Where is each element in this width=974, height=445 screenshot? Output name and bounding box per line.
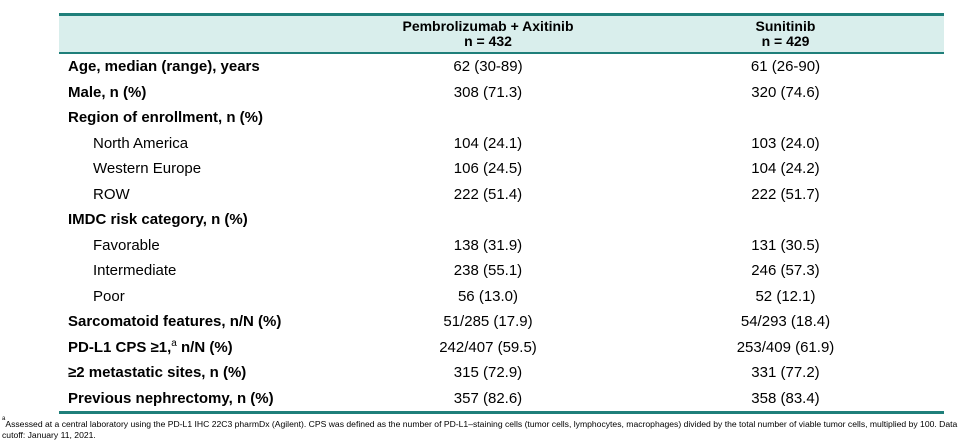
row-label: ≥2 metastatic sites, n (%) <box>59 360 349 386</box>
row-label-text: Favorable <box>93 236 160 254</box>
footnote-marker: a <box>2 416 6 422</box>
table-row: Male, n (%) 308 (71.3) 320 (74.6) <box>59 80 944 106</box>
cell-sunitinib: 54/293 (18.4) <box>740 313 831 331</box>
table-row: Sarcomatoid features, n/N (%) 51/285 (17.… <box>59 309 944 335</box>
row-label: IMDC risk category, n (%) <box>59 207 349 233</box>
row-label-text: PD-L1 CPS ≥1, <box>68 338 172 356</box>
cell-pembrolizumab-axitinib: 315 (72.9) <box>453 364 523 382</box>
cell-sunitinib <box>627 105 944 131</box>
table-top-rule <box>59 13 944 16</box>
table-row: Poor 56 (13.0) 52 (12.1) <box>59 284 944 310</box>
header-arm-n: n = 429 <box>761 33 810 49</box>
cell-sunitinib: 246 (57.3) <box>751 262 820 280</box>
header-arm-title: Sunitinib <box>755 18 816 34</box>
cell-pembrolizumab-axitinib: 138 (31.9) <box>453 236 523 254</box>
row-label: Region of enrollment, n (%) <box>59 105 349 131</box>
table-body: Age, median (range), years 62 (30-89) 61 (… <box>59 53 944 411</box>
cell-pembrolizumab-axitinib: 357 (82.6) <box>453 389 523 407</box>
table-row: IMDC risk category, n (%) <box>59 207 944 233</box>
header-pembrolizumab-axitinib: Pembrolizumab + Axitinib n = 432 <box>349 16 627 53</box>
cell-pembrolizumab-axitinib: 238 (55.1) <box>453 262 523 280</box>
table-row: ≥2 metastatic sites, n (%) 315 (72.9) 331 … <box>59 360 944 386</box>
cell-sunitinib <box>627 207 944 233</box>
row-label-text: North America <box>93 134 189 152</box>
cell-pembrolizumab-axitinib: 222 (51.4) <box>453 185 523 203</box>
row-label: Western Europe <box>59 156 349 182</box>
cell-pembrolizumab-axitinib: 308 (71.3) <box>453 83 523 101</box>
cell-sunitinib: 331 (77.2) <box>751 364 820 382</box>
table-header-row: Pembrolizumab + Axitinib n = 432 Sunitin… <box>59 16 944 53</box>
table-row: Intermediate 238 (55.1) 246 (57.3) <box>59 258 944 284</box>
row-label-text: ROW <box>93 185 130 203</box>
cell-sunitinib: 222 (51.7) <box>751 185 820 203</box>
row-label: Sarcomatoid features, n/N (%) <box>59 309 349 335</box>
table-row: Western Europe 106 (24.5) 104 (24.2) <box>59 156 944 182</box>
row-label-text: IMDC risk category, n (%) <box>68 211 248 229</box>
row-label-text: Intermediate <box>93 262 177 280</box>
row-label: Previous nephrectomy, n (%) <box>59 386 349 412</box>
row-label: Age, median (range), years <box>59 53 349 80</box>
table-row: North America 104 (24.1) 103 (24.0) <box>59 131 944 157</box>
cell-sunitinib: 103 (24.0) <box>751 134 820 152</box>
cell-pembrolizumab-axitinib <box>349 207 627 233</box>
cell-pembrolizumab-axitinib: 51/285 (17.9) <box>443 313 533 331</box>
row-label-text: Male, n (%) <box>68 83 147 101</box>
header-empty <box>59 16 349 53</box>
table-row: PD-L1 CPS ≥1,a n/N (%) 242/407 (59.5) 253/… <box>59 335 944 361</box>
baseline-characteristics-table: Pembrolizumab + Axitinib n = 432 Sunitin… <box>59 16 944 411</box>
cell-pembrolizumab-axitinib: 106 (24.5) <box>453 160 523 178</box>
table-row: ROW 222 (51.4) 222 (51.7) <box>59 182 944 208</box>
row-label: ROW <box>59 182 349 208</box>
table-row: Age, median (range), years 62 (30-89) 61 (… <box>59 53 944 80</box>
cell-pembrolizumab-axitinib: 242/407 (59.5) <box>439 338 537 356</box>
footnote: aAssessed at a central laboratory using … <box>2 416 974 441</box>
footnote-text: Assessed at a central laboratory using t… <box>2 419 958 440</box>
cell-sunitinib: 61 (26-90) <box>750 58 821 76</box>
cell-pembrolizumab-axitinib <box>349 105 627 131</box>
row-label: Favorable <box>59 233 349 259</box>
row-label: Male, n (%) <box>59 80 349 106</box>
baseline-characteristics-table-container: Pembrolizumab + Axitinib n = 432 Sunitin… <box>59 13 944 414</box>
header-arm-n: n = 432 <box>464 33 512 49</box>
row-label: Intermediate <box>59 258 349 284</box>
cell-sunitinib: 358 (83.4) <box>751 389 820 407</box>
row-label-text: Age, median (range), years <box>68 58 260 76</box>
row-label-text: ≥2 metastatic sites, n (%) <box>68 364 247 382</box>
row-label-text: Poor <box>93 287 125 305</box>
row-label-text: Western Europe <box>93 160 202 178</box>
cell-sunitinib: 104 (24.2) <box>751 160 820 178</box>
table-bottom-rule <box>59 411 944 414</box>
cell-sunitinib: 253/409 (61.9) <box>736 338 835 356</box>
cell-sunitinib: 52 (12.1) <box>755 287 816 305</box>
row-label: Poor <box>59 284 349 310</box>
row-label: North America <box>59 131 349 157</box>
table-row: Region of enrollment, n (%) <box>59 105 944 131</box>
cell-sunitinib: 320 (74.6) <box>751 83 820 101</box>
cell-pembrolizumab-axitinib: 56 (13.0) <box>457 287 519 305</box>
table-header: Pembrolizumab + Axitinib n = 432 Sunitin… <box>59 16 944 53</box>
row-label-text: Sarcomatoid features, n/N (%) <box>68 313 282 331</box>
row-label-text: Region of enrollment, n (%) <box>68 109 263 127</box>
cell-sunitinib: 131 (30.5) <box>751 236 820 254</box>
row-label-suffix: n/N (%) <box>176 338 233 356</box>
header-sunitinib: Sunitinib n = 429 <box>627 16 944 53</box>
cell-pembrolizumab-axitinib: 104 (24.1) <box>453 134 523 152</box>
row-label: PD-L1 CPS ≥1,a n/N (%) <box>59 335 349 361</box>
row-label-text: Previous nephrectomy, n (%) <box>68 389 274 407</box>
table-row: Favorable 138 (31.9) 131 (30.5) <box>59 233 944 259</box>
table-row: Previous nephrectomy, n (%) 357 (82.6) 358… <box>59 386 944 412</box>
header-arm-title: Pembrolizumab + Axitinib <box>402 18 574 34</box>
cell-pembrolizumab-axitinib: 62 (30-89) <box>453 58 523 76</box>
footnote-ref-marker: a <box>171 337 177 349</box>
